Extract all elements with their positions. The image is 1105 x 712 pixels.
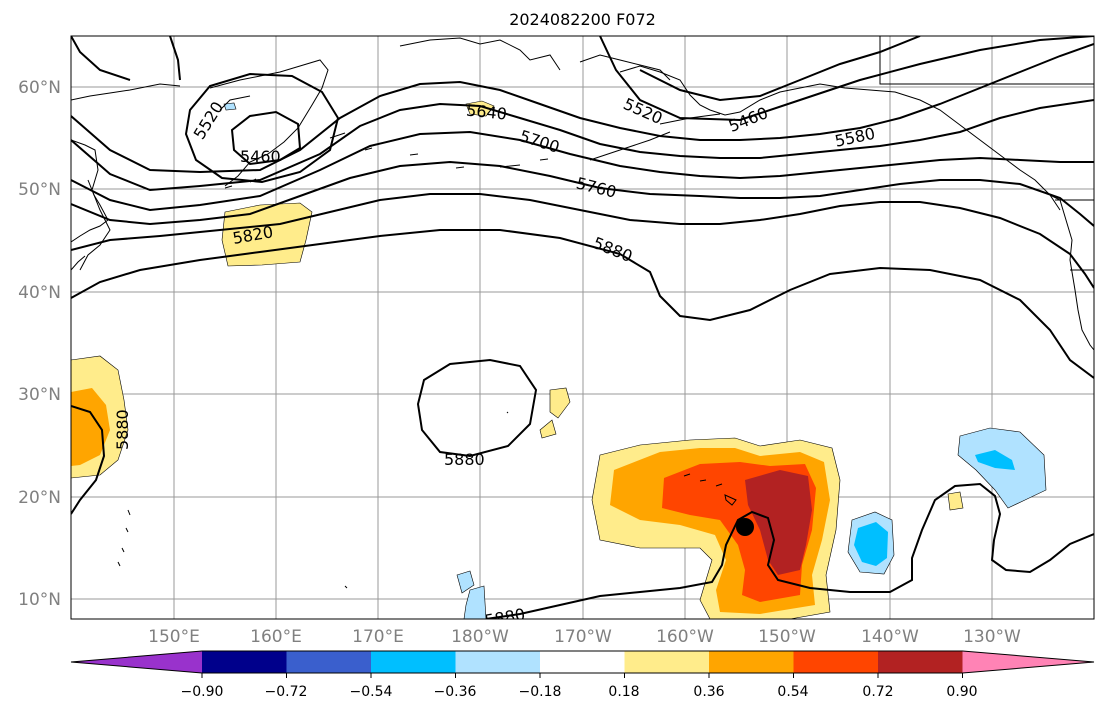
contour-5460-north (639, 36, 921, 102)
lon-label-160w: 160°W (656, 627, 714, 647)
colorbar-tick-label: 0.72 (862, 684, 893, 700)
colorbar-segment (286, 651, 372, 673)
colorbar-tick-label: 0.36 (693, 684, 724, 700)
lon-label-150e: 150°E (148, 627, 200, 647)
colorbar-labels: −0.90 −0.72 −0.54 −0.36 −0.18 0.18 0.36 … (181, 684, 978, 700)
anomaly-fill (71, 100, 1047, 619)
colorbar-segment (202, 651, 287, 673)
negative-anomaly-central-blue (854, 522, 888, 566)
lat-label-60n: 60°N (18, 78, 61, 98)
colorbar-segment (540, 651, 625, 673)
colorbar-segment (455, 651, 541, 673)
contour-5880-south (485, 482, 1094, 619)
height-contours (71, 36, 1094, 619)
positive-anomaly-hawaii-darkred (745, 470, 812, 575)
okhotsk-coast (71, 83, 181, 271)
negative-anomaly-east-blue (975, 450, 1015, 470)
colorbar-tick-label: −0.72 (265, 684, 308, 700)
colorbar-extend-low (71, 651, 202, 673)
hawaii-islands (683, 473, 737, 506)
colorbar-tick-label: 0.90 (946, 684, 977, 700)
lon-label-140w: 140°W (861, 627, 919, 647)
lon-label-180w: 180°W (451, 627, 509, 647)
negative-anomaly-small-3 (223, 102, 237, 111)
contour-5820 (71, 193, 1094, 289)
lat-label-20n: 20°N (18, 488, 61, 508)
lat-label-30n: 30°N (18, 385, 61, 405)
contour-label-5880-closed: 5880 (444, 450, 485, 469)
positive-anomaly-west-orange (71, 388, 110, 466)
lat-label-40n: 40°N (18, 283, 61, 303)
contour-5700 (71, 130, 1094, 212)
map-area: 5520 5460 5640 5520 5460 5580 5700 5760 … (71, 36, 1094, 619)
contour-5580 (71, 43, 1094, 174)
lon-labels: 150°E 160°E 170°E 180°W 170°W 160°W 150°… (148, 627, 1021, 647)
negative-anomaly-small-1 (456, 570, 475, 594)
kamchatka-coast (209, 59, 329, 187)
lat-label-50n: 50°N (18, 180, 61, 200)
colorbar-extend-high (962, 651, 1094, 673)
colorbar-tick-label: 0.18 (608, 684, 639, 700)
colorbar-tick-label: −0.18 (519, 684, 562, 700)
colorbar-segment (624, 651, 710, 673)
siberia-coast (399, 37, 671, 81)
contour-5520-upper (71, 36, 1094, 122)
contour-5460-closed (230, 110, 302, 166)
map-title: 2024082200 F072 (509, 10, 656, 29)
colorbar-tick-label: −0.54 (350, 684, 393, 700)
colorbar-tick-label: 0.54 (777, 684, 808, 700)
lon-label-170w: 170°W (554, 627, 612, 647)
lon-label-130w: 130°W (963, 627, 1021, 647)
negative-anomaly-small-2 (463, 585, 487, 619)
colorbar-tick-label: −0.36 (434, 684, 477, 700)
colorbar-segment (709, 651, 794, 673)
lat-label-10n: 10°N (18, 590, 61, 610)
contour-5760 (71, 160, 1094, 227)
contour-5880-closed (416, 358, 538, 458)
map-frame (70, 35, 1095, 620)
contour-label-5880-west: 5880 (113, 409, 132, 450)
positive-anomaly-small-1 (549, 387, 571, 419)
contour-label-5460-west: 5460 (240, 147, 281, 166)
colorbar-segment (371, 651, 456, 673)
lon-label-150w: 150°W (758, 627, 816, 647)
positive-anomaly-small-4 (947, 491, 964, 511)
contour-5880-north (71, 229, 1094, 379)
marianas (117, 411, 509, 589)
lon-label-160e: 160°E (250, 627, 302, 647)
contour-5640 (71, 99, 1094, 192)
nw-america-coast (1049, 194, 1094, 351)
contour-5520-closed (184, 72, 340, 184)
colorbar (70, 650, 1095, 678)
japan-coast (71, 179, 109, 271)
colorbar-tick-label: −0.90 (181, 684, 224, 700)
lat-labels: 60°N 50°N 40°N 30°N 20°N 10°N (18, 78, 61, 610)
lon-label-170e: 170°E (352, 627, 404, 647)
positive-anomaly-small-2 (539, 419, 557, 439)
storm-center-marker (736, 518, 754, 536)
contour-label-5640: 5640 (465, 101, 507, 124)
colorbar-segment (793, 651, 879, 673)
contour-5880-west (71, 405, 106, 515)
colorbar-segment (878, 651, 963, 673)
